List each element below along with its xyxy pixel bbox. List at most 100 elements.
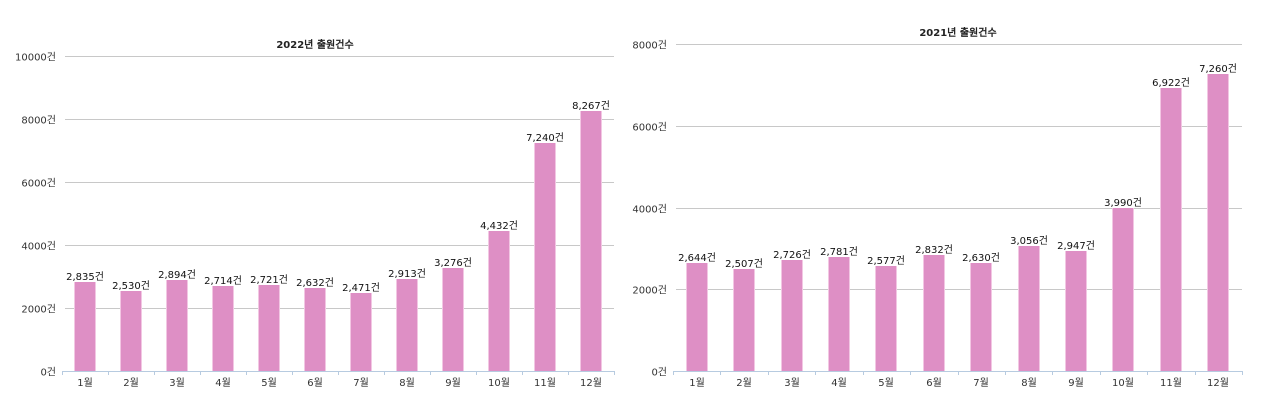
x-tick-mark <box>958 371 959 375</box>
x-tick-label: 3월 <box>169 378 185 389</box>
bar <box>580 111 602 371</box>
bar-value-label: 2,507건 <box>725 259 763 270</box>
x-tick-mark <box>154 371 155 375</box>
bar-value-label: 2,947건 <box>1057 241 1095 252</box>
x-tick-label: 10월 <box>488 378 510 389</box>
x-tick-label: 5월 <box>878 378 894 389</box>
y-tick-label: 8000건 <box>632 40 667 52</box>
gridline <box>65 245 614 246</box>
x-tick-label: 4월 <box>215 378 231 389</box>
gridline <box>65 119 614 120</box>
chart-2022: 2022년 출원건수 0건 2000건 4000건 6000건 8000건 10000건 2,… <box>14 40 615 389</box>
bar <box>534 143 556 371</box>
x-tick-mark <box>338 371 339 375</box>
chart-title: 2022년 출원건수 <box>276 40 354 51</box>
y-tick-label: 6000건 <box>21 178 56 190</box>
bar-value-label: 2,913건 <box>388 269 426 280</box>
x-tick-label: 1월 <box>77 378 93 389</box>
x-tick-mark <box>863 371 864 375</box>
bar-value-label: 3,056건 <box>1010 236 1048 247</box>
y-tick-label: 6000건 <box>632 122 667 134</box>
gridline <box>676 289 1242 290</box>
bar-value-label: 2,530건 <box>112 281 150 292</box>
bar-value-label: 2,832건 <box>915 245 953 256</box>
y-tick-label: 8000건 <box>21 115 56 127</box>
x-tick-mark <box>1005 371 1006 375</box>
bar-value-label: 3,990건 <box>1104 198 1142 209</box>
x-tick-mark <box>720 371 721 375</box>
gridline <box>676 126 1242 127</box>
bar-value-label: 2,781건 <box>820 247 858 258</box>
bar <box>304 288 326 371</box>
bar-value-label: 3,276건 <box>434 258 472 269</box>
x-tick-mark <box>384 371 385 375</box>
x-tick-label: 9월 <box>1068 378 1084 389</box>
gridline <box>65 182 614 183</box>
x-tick-mark <box>1100 371 1101 375</box>
bar <box>1018 246 1040 371</box>
x-tick-mark <box>673 371 674 375</box>
x-tick-mark <box>910 371 911 375</box>
bar <box>488 231 510 371</box>
x-tick-label: 12월 <box>580 378 602 389</box>
x-tick-label: 6월 <box>926 378 942 389</box>
bar <box>686 263 708 371</box>
bar <box>258 285 280 371</box>
bar-value-label: 2,644건 <box>678 253 716 264</box>
bar <box>396 279 418 371</box>
x-tick-label: 11월 <box>534 378 556 389</box>
x-tick-mark <box>815 371 816 375</box>
x-tick-label: 7월 <box>973 378 989 389</box>
bar <box>828 257 850 371</box>
x-tick-mark <box>1242 371 1243 375</box>
bar <box>970 263 992 371</box>
bar <box>875 266 897 371</box>
bar <box>1207 74 1229 371</box>
y-tick-label: 0건 <box>651 367 667 379</box>
bar <box>166 280 188 371</box>
bar-value-label: 2,721건 <box>250 275 288 286</box>
bar-value-label: 2,632건 <box>296 278 334 289</box>
x-axis <box>673 371 1242 372</box>
bar-value-label: 7,240건 <box>526 133 564 144</box>
bar-value-label: 2,577건 <box>867 256 905 267</box>
bar-value-label: 6,922건 <box>1152 78 1190 89</box>
bar <box>120 291 142 371</box>
bar-value-label: 8,267건 <box>572 101 610 112</box>
gridline <box>65 308 614 309</box>
x-tick-label: 9월 <box>445 378 461 389</box>
bar <box>923 255 945 371</box>
bar-value-label: 2,630건 <box>962 253 1000 264</box>
bar <box>1112 208 1134 371</box>
x-tick-mark <box>1147 371 1148 375</box>
x-tick-mark <box>108 371 109 375</box>
bar-value-label: 4,432건 <box>480 221 518 232</box>
x-tick-label: 7월 <box>353 378 369 389</box>
x-tick-mark <box>522 371 523 375</box>
bar <box>74 282 96 371</box>
x-tick-mark <box>292 371 293 375</box>
bar-value-label: 2,471건 <box>342 283 380 294</box>
gridline <box>676 44 1242 45</box>
y-tick-label: 2000건 <box>21 304 56 316</box>
y-tick-label: 10000건 <box>14 52 56 64</box>
bar-value-label: 2,726건 <box>773 250 811 261</box>
bar <box>1065 251 1087 371</box>
y-tick-label: 4000건 <box>21 241 56 253</box>
x-tick-label: 8월 <box>399 378 415 389</box>
bar-value-label: 2,894건 <box>158 270 196 281</box>
x-tick-label: 12월 <box>1207 378 1229 389</box>
bar <box>733 269 755 371</box>
y-tick-label: 2000건 <box>632 285 667 297</box>
bar-value-label: 2,835건 <box>66 272 104 283</box>
x-tick-label: 11월 <box>1160 378 1182 389</box>
x-tick-label: 4월 <box>831 378 847 389</box>
x-tick-mark <box>430 371 431 375</box>
bar <box>781 260 803 371</box>
x-tick-label: 5월 <box>261 378 277 389</box>
x-tick-mark <box>768 371 769 375</box>
x-tick-label: 8월 <box>1021 378 1037 389</box>
x-tick-mark <box>614 371 615 375</box>
x-tick-label: 2월 <box>736 378 752 389</box>
